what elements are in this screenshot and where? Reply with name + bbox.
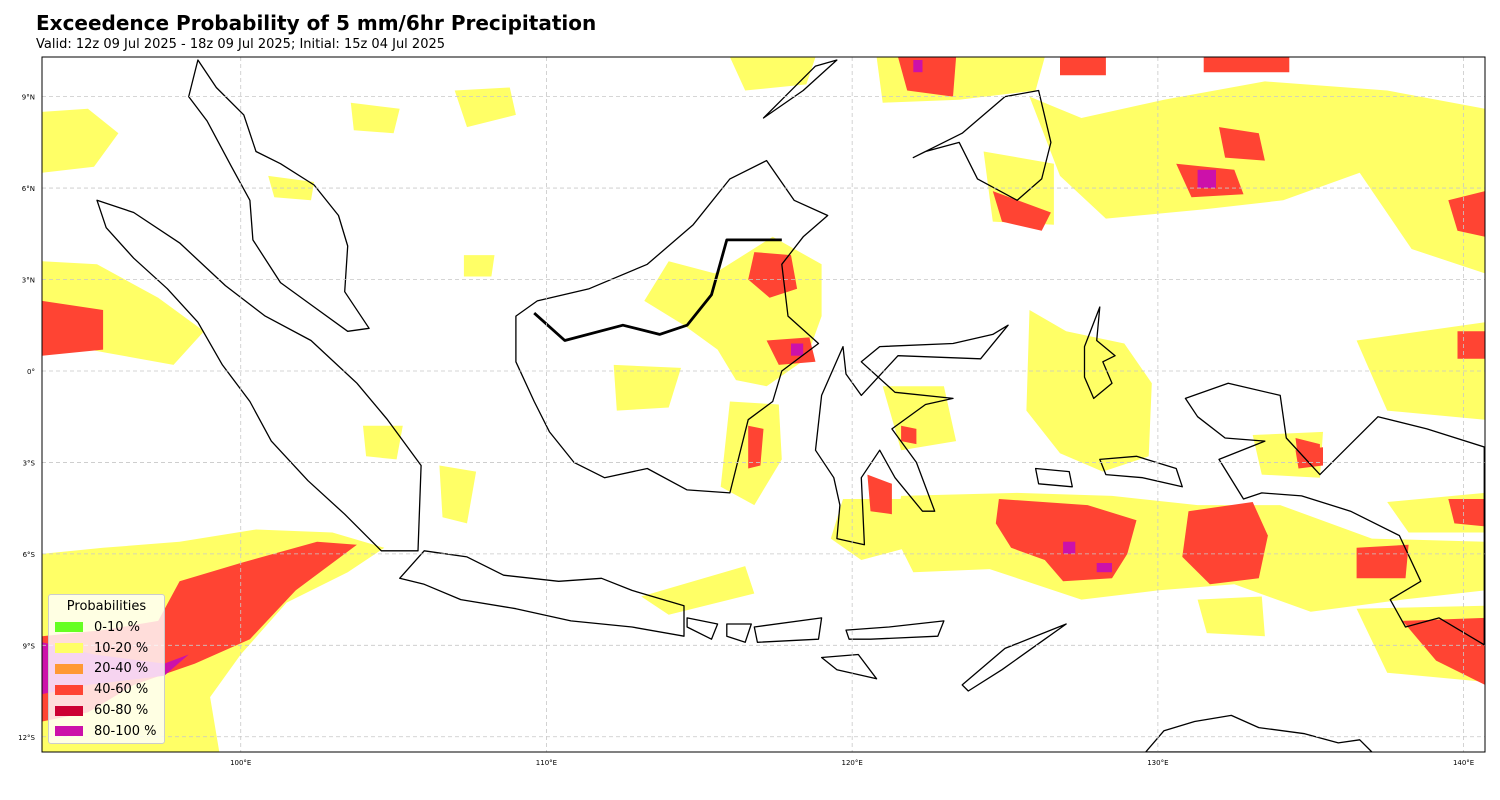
coastline-palawan xyxy=(762,59,838,119)
precip-region-28 xyxy=(1197,169,1216,189)
lat-tick-label-3: 0° xyxy=(27,368,35,376)
legend-label: 0-10 % xyxy=(94,619,140,635)
precip-region-18 xyxy=(867,474,892,515)
legend-label: 40-60 % xyxy=(94,682,149,698)
coastline-malay-peninsula xyxy=(188,59,370,332)
lat-tick-label-7: 12°S xyxy=(18,734,35,742)
legend-swatch xyxy=(55,622,83,633)
legend-label: 10-20 % xyxy=(94,640,149,656)
lat-tick-label-6: 9°S xyxy=(23,642,36,650)
precip-region-39 xyxy=(1448,191,1485,237)
precip-region-50 xyxy=(350,102,400,134)
precip-region-51 xyxy=(268,175,315,201)
precip-region-34 xyxy=(913,60,923,73)
coastline-flores xyxy=(845,620,945,640)
coastline-sumbawa xyxy=(753,617,823,643)
axis-tick-labels: 100°E 110°E 120°E 130°E 140°E 9°N 6°N 3°N 0° 3°S 6… xyxy=(18,94,1474,767)
precip-region-25 xyxy=(1026,310,1152,472)
precip-region-23 xyxy=(1063,541,1076,554)
coastline-buru xyxy=(1034,467,1073,488)
legend-swatch xyxy=(55,684,83,695)
coastline-australia xyxy=(1145,714,1373,752)
map-frame xyxy=(41,56,1486,753)
legend-item: 40-60 % xyxy=(55,679,158,700)
precip-region-31 xyxy=(1219,127,1265,161)
legend-label: 20-40 % xyxy=(94,661,149,677)
precip-region-47 xyxy=(1402,617,1485,685)
gridline-layer xyxy=(42,57,1485,752)
legend-item: 10-20 % xyxy=(55,638,158,659)
precip-region-38 xyxy=(1417,169,1485,262)
lat-tick-label-2: 3°N xyxy=(22,277,35,285)
lon-tick-label-3: 130°E xyxy=(1147,759,1168,767)
precip-region-15 xyxy=(463,255,495,277)
precip-region-40 xyxy=(1457,331,1485,359)
legend-swatch xyxy=(55,726,83,737)
precip-region-21 xyxy=(1182,502,1268,585)
lat-tick-label-4: 3°S xyxy=(23,459,36,467)
coastline-seram xyxy=(1099,455,1183,488)
map-subtitle: Valid: 12z 09 Jul 2025 - 18z 09 Jul 2025… xyxy=(36,37,446,52)
lat-tick-label-0: 9°N xyxy=(22,94,35,102)
precip-region-48 xyxy=(363,425,403,460)
lon-tick-label-1: 110°E xyxy=(536,759,557,767)
precip-region-37 xyxy=(1356,322,1485,420)
coastline-sulawesi xyxy=(814,324,1009,546)
legend-label: 80-100 % xyxy=(94,723,157,739)
coastline-halmahera xyxy=(1083,306,1116,400)
lon-tick-label-0: 100°E xyxy=(230,759,251,767)
map-title: Exceedence Probability of 5 mm/6hr Preci… xyxy=(36,11,597,35)
legend-item: 80-100 % xyxy=(55,721,158,742)
lon-tick-label-4: 140°E xyxy=(1453,759,1474,767)
precip-region-54 xyxy=(1295,447,1323,469)
legend-swatch xyxy=(55,643,83,654)
legend-item: 60-80 % xyxy=(55,700,158,721)
legend-title: Probabilities xyxy=(66,599,147,614)
lat-tick-label-1: 6°N xyxy=(22,185,35,193)
coastline-new-guinea xyxy=(1184,382,1485,646)
coastline-java xyxy=(399,550,685,637)
precip-region-24 xyxy=(1096,563,1112,573)
coastline-layer xyxy=(96,59,1485,752)
precip-region-4 xyxy=(42,300,104,356)
legend-item: 20-40 % xyxy=(55,659,158,680)
legend-item: 0-10 % xyxy=(55,617,158,638)
precip-region-53 xyxy=(901,425,917,445)
map-area xyxy=(42,57,1485,752)
precip-region-33 xyxy=(898,57,957,97)
precip-region-44 xyxy=(1448,499,1485,527)
precip-region-20 xyxy=(995,499,1137,582)
coastline-timor xyxy=(961,623,1067,692)
precip-region-14 xyxy=(613,364,681,411)
precip-region-36 xyxy=(992,191,1051,231)
coastline-sumba xyxy=(820,653,878,680)
precip-region-13 xyxy=(748,425,764,469)
precip-region-45 xyxy=(1197,596,1265,637)
coastline-bali xyxy=(686,617,719,640)
precip-region-16 xyxy=(439,465,477,524)
precip-region-11 xyxy=(791,343,804,356)
precip-region-22 xyxy=(1356,544,1409,579)
legend-swatch xyxy=(55,705,83,716)
precip-region-49 xyxy=(641,566,755,615)
border-layer xyxy=(533,238,1485,646)
border-borneo-border xyxy=(533,238,782,342)
precip-region-29 xyxy=(1060,57,1106,76)
coastline-lombok xyxy=(726,623,752,643)
coastline-borneo xyxy=(515,159,829,494)
legend-label: 60-80 % xyxy=(94,703,149,719)
lat-tick-label-5: 6°S xyxy=(23,551,36,559)
precip-region-5 xyxy=(42,108,119,173)
coastline-mindanao xyxy=(912,89,1052,201)
legend: Probabilities 0-10 % 10-20 % 20-40 % 40-60 … xyxy=(48,594,165,744)
precip-region-30 xyxy=(1203,57,1290,73)
coastline-sumatra xyxy=(96,199,422,552)
precip-region-6 xyxy=(454,87,516,128)
precip-region-26 xyxy=(1029,81,1485,274)
precip-region-17 xyxy=(830,499,908,560)
legend-swatch xyxy=(55,663,83,674)
precip-region-7 xyxy=(729,57,816,91)
lon-tick-label-2: 120°E xyxy=(842,759,863,767)
